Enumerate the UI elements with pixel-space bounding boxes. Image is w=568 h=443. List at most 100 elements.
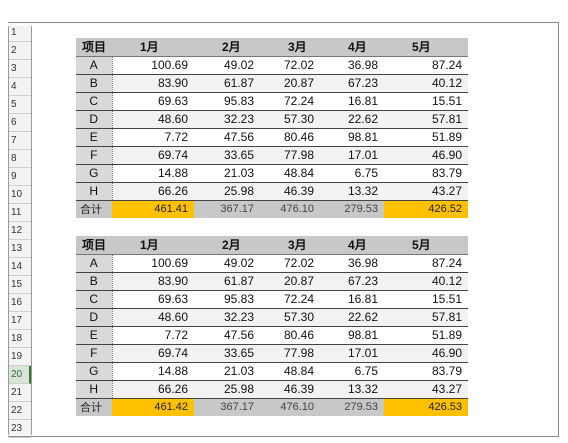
value-cell[interactable]: 36.98 <box>320 254 384 273</box>
row-header-18[interactable]: 18 <box>9 330 31 348</box>
value-cell[interactable]: 43.27 <box>384 182 468 201</box>
value-cell[interactable]: 61.87 <box>194 74 260 93</box>
value-cell[interactable]: 95.83 <box>194 92 260 111</box>
row-header-6[interactable]: 6 <box>9 114 31 132</box>
row-header-2[interactable]: 2 <box>9 42 31 60</box>
item-cell[interactable]: C <box>76 290 113 309</box>
row-header-10[interactable]: 10 <box>9 186 31 204</box>
total-value-cell[interactable]: 426.53 <box>384 398 468 416</box>
value-cell[interactable]: 14.88 <box>112 362 194 381</box>
column-header[interactable]: 5月 <box>384 236 468 255</box>
total-label-cell[interactable]: 合计 <box>76 398 112 416</box>
value-cell[interactable]: 15.51 <box>384 92 468 111</box>
item-cell[interactable]: D <box>76 110 113 129</box>
column-header[interactable]: 5月 <box>384 38 468 57</box>
row-header-20[interactable]: 20 <box>9 366 31 384</box>
value-cell[interactable]: 32.23 <box>194 110 260 129</box>
value-cell[interactable]: 46.90 <box>384 344 468 363</box>
total-label-cell[interactable]: 合计 <box>76 200 112 218</box>
value-cell[interactable]: 14.88 <box>112 164 194 183</box>
value-cell[interactable]: 46.90 <box>384 146 468 165</box>
value-cell[interactable]: 7.72 <box>112 128 194 147</box>
value-cell[interactable]: 57.81 <box>384 308 468 327</box>
total-value-cell[interactable]: 279.53 <box>320 200 384 218</box>
item-cell[interactable]: B <box>76 272 113 291</box>
value-cell[interactable]: 25.98 <box>194 380 260 399</box>
value-cell[interactable]: 17.01 <box>320 146 384 165</box>
value-cell[interactable]: 72.02 <box>260 56 320 75</box>
value-cell[interactable]: 17.01 <box>320 344 384 363</box>
value-cell[interactable]: 57.30 <box>260 110 320 129</box>
value-cell[interactable]: 61.87 <box>194 272 260 291</box>
value-cell[interactable]: 21.03 <box>194 164 260 183</box>
value-cell[interactable]: 47.56 <box>194 128 260 147</box>
row-header-16[interactable]: 16 <box>9 294 31 312</box>
total-value-cell[interactable]: 476.10 <box>260 200 320 218</box>
value-cell[interactable]: 48.84 <box>260 362 320 381</box>
item-cell[interactable]: G <box>76 362 113 381</box>
value-cell[interactable]: 77.98 <box>260 344 320 363</box>
column-header[interactable]: 3月 <box>260 236 320 255</box>
row-header-7[interactable]: 7 <box>9 132 31 150</box>
value-cell[interactable]: 40.12 <box>384 272 468 291</box>
row-header-12[interactable]: 12 <box>9 222 31 240</box>
value-cell[interactable]: 48.60 <box>112 110 194 129</box>
row-header-3[interactable]: 3 <box>9 60 31 78</box>
row-header-11[interactable]: 11 <box>9 204 31 222</box>
row-header-1[interactable]: 1 <box>9 24 31 42</box>
row-header-13[interactable]: 13 <box>9 240 31 258</box>
value-cell[interactable]: 46.39 <box>260 182 320 201</box>
value-cell[interactable]: 51.89 <box>384 128 468 147</box>
item-cell[interactable]: E <box>76 326 113 345</box>
column-header[interactable]: 4月 <box>320 38 384 57</box>
value-cell[interactable]: 98.81 <box>320 128 384 147</box>
value-cell[interactable]: 87.24 <box>384 254 468 273</box>
value-cell[interactable]: 47.56 <box>194 326 260 345</box>
value-cell[interactable]: 33.65 <box>194 146 260 165</box>
value-cell[interactable]: 49.02 <box>194 56 260 75</box>
value-cell[interactable]: 48.84 <box>260 164 320 183</box>
value-cell[interactable]: 100.69 <box>112 254 194 273</box>
value-cell[interactable]: 15.51 <box>384 290 468 309</box>
value-cell[interactable]: 72.24 <box>260 92 320 111</box>
value-cell[interactable]: 72.24 <box>260 290 320 309</box>
value-cell[interactable]: 67.23 <box>320 74 384 93</box>
value-cell[interactable]: 22.62 <box>320 110 384 129</box>
value-cell[interactable]: 13.32 <box>320 182 384 201</box>
row-header-17[interactable]: 17 <box>9 312 31 330</box>
column-header[interactable]: 项目 <box>76 38 112 57</box>
value-cell[interactable]: 20.87 <box>260 272 320 291</box>
total-value-cell[interactable]: 426.52 <box>384 200 468 218</box>
value-cell[interactable]: 57.81 <box>384 110 468 129</box>
value-cell[interactable]: 46.39 <box>260 380 320 399</box>
item-cell[interactable]: A <box>76 56 113 75</box>
item-cell[interactable]: A <box>76 254 113 273</box>
value-cell[interactable]: 49.02 <box>194 254 260 273</box>
value-cell[interactable]: 20.87 <box>260 74 320 93</box>
row-header-column[interactable]: 1 2 3 4 5 6 7 8 9 10 11 12 13 14 15 16 17 18 19 20 21 22 23 <box>8 24 32 438</box>
value-cell[interactable]: 16.81 <box>320 290 384 309</box>
value-cell[interactable]: 33.65 <box>194 344 260 363</box>
value-cell[interactable]: 6.75 <box>320 164 384 183</box>
value-cell[interactable]: 57.30 <box>260 308 320 327</box>
value-cell[interactable]: 51.89 <box>384 326 468 345</box>
value-cell[interactable]: 21.03 <box>194 362 260 381</box>
column-header[interactable]: 4月 <box>320 236 384 255</box>
value-cell[interactable]: 69.63 <box>112 92 194 111</box>
total-value-cell[interactable]: 367.17 <box>194 398 260 416</box>
item-cell[interactable]: E <box>76 128 113 147</box>
value-cell[interactable]: 66.26 <box>112 380 194 399</box>
value-cell[interactable]: 83.90 <box>112 74 194 93</box>
row-header-22[interactable]: 22 <box>9 402 31 420</box>
value-cell[interactable]: 98.81 <box>320 326 384 345</box>
value-cell[interactable]: 43.27 <box>384 380 468 399</box>
value-cell[interactable]: 7.72 <box>112 326 194 345</box>
value-cell[interactable]: 69.74 <box>112 344 194 363</box>
value-cell[interactable]: 83.79 <box>384 362 468 381</box>
value-cell[interactable]: 25.98 <box>194 182 260 201</box>
value-cell[interactable]: 69.74 <box>112 146 194 165</box>
value-cell[interactable]: 87.24 <box>384 56 468 75</box>
item-cell[interactable]: G <box>76 164 113 183</box>
row-header-8[interactable]: 8 <box>9 150 31 168</box>
row-header-19[interactable]: 19 <box>9 348 31 366</box>
